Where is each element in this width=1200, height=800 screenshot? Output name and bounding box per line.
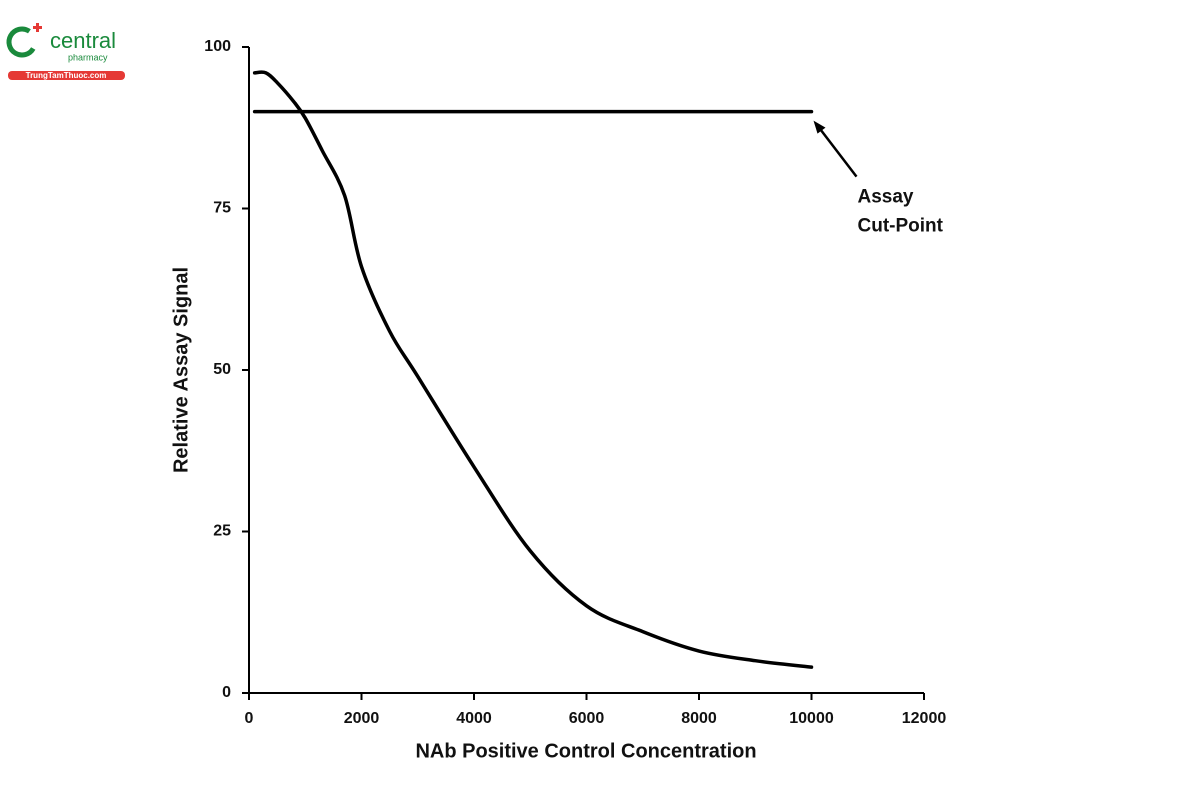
logo-bar bbox=[8, 71, 125, 80]
y-tick-label: 0 bbox=[222, 684, 231, 701]
line bbox=[252, 70, 814, 669]
logo-sub: pharmacy bbox=[68, 52, 108, 62]
logo: central pharmacy TrungTamThuoc.com bbox=[6, 23, 125, 80]
x-tick-label: 12000 bbox=[902, 710, 947, 727]
x-tick-label: 2000 bbox=[344, 710, 380, 727]
logo-name: central bbox=[50, 28, 116, 53]
logo-url: TrungTamThuoc.com bbox=[26, 71, 107, 80]
y-tick-label: 100 bbox=[204, 38, 231, 55]
x-tick-label: 6000 bbox=[569, 710, 605, 727]
x-axis-title: NAb Positive Control Concentration bbox=[415, 740, 756, 762]
annotation-text: Cut-Point bbox=[858, 216, 944, 237]
x-tick-label: 4000 bbox=[456, 710, 492, 727]
y-tick-label: 75 bbox=[213, 200, 231, 217]
y-tick-label: 25 bbox=[213, 523, 231, 540]
annotation-arrowhead bbox=[813, 120, 826, 134]
x-tick-label: 8000 bbox=[681, 710, 717, 727]
annotation-text: Assay bbox=[858, 187, 914, 208]
logo-cross bbox=[36, 23, 39, 32]
annotation-arrow bbox=[816, 124, 858, 178]
x-tick-label: 10000 bbox=[789, 710, 834, 727]
x-tick-label: 0 bbox=[245, 710, 254, 727]
logo-icon bbox=[6, 26, 38, 58]
y-tick-label: 50 bbox=[213, 361, 231, 378]
y-axis-title: Relative Assay Signal bbox=[170, 267, 192, 473]
